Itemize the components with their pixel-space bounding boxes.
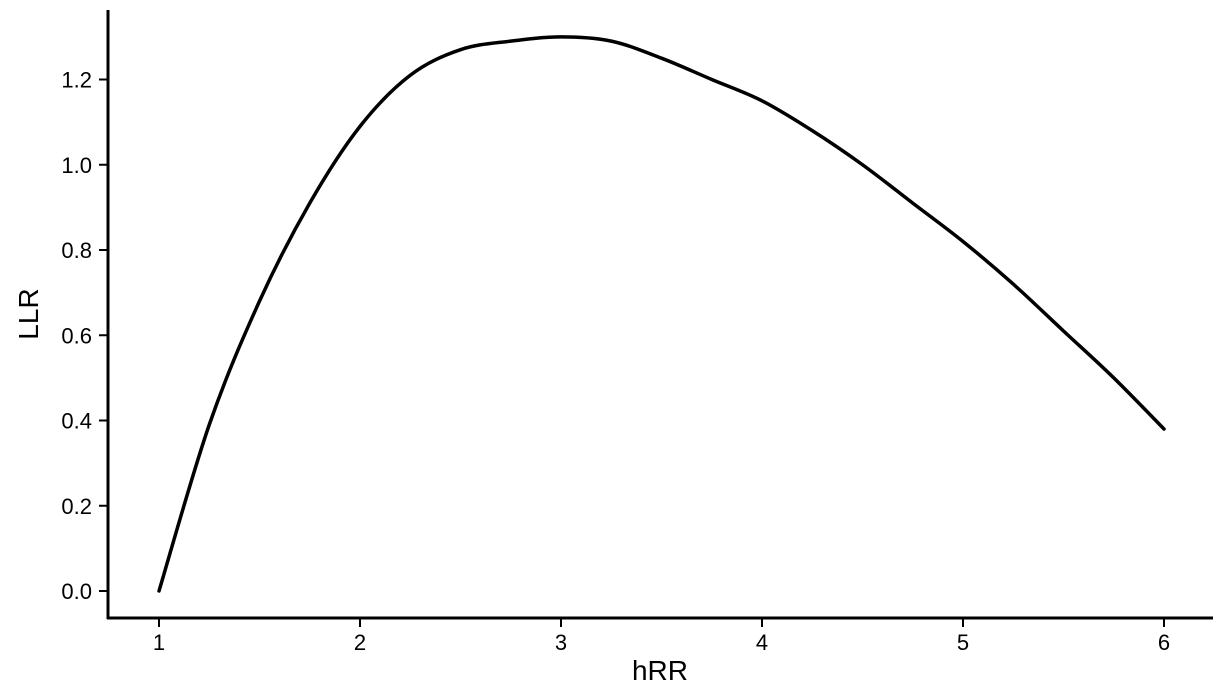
- plot-area: [157, 35, 1166, 593]
- y-axis-ticks: 0.0 0.2 0.4 0.6 0.8 1.0 1.2: [61, 68, 108, 604]
- x-tick-label: 6: [1158, 630, 1170, 655]
- y-tick-label: 0.0: [61, 579, 92, 604]
- y-tick-label: 1.2: [61, 68, 92, 93]
- y-axis-title: LLR: [13, 288, 44, 339]
- y-tick-label: 0.2: [61, 494, 92, 519]
- y-tick-label: 0.8: [61, 238, 92, 263]
- x-axis-title: hRR: [632, 655, 688, 686]
- y-axis: 0.0 0.2 0.4 0.6 0.8 1.0 1.2: [61, 10, 110, 619]
- y-tick-label: 0.6: [61, 323, 92, 348]
- x-axis-ticks: 1 2 3 4 5 6: [153, 618, 1170, 655]
- x-tick-label: 2: [354, 630, 366, 655]
- series-line: [157, 35, 1166, 593]
- x-tick-label: 5: [957, 630, 969, 655]
- x-axis: 1 2 3 4 5 6: [107, 616, 1213, 655]
- x-tick-label: 4: [756, 630, 768, 655]
- y-tick-label: 0.4: [61, 409, 92, 434]
- y-tick-label: 1.0: [61, 153, 92, 178]
- x-tick-label: 1: [153, 630, 165, 655]
- x-tick-label: 3: [555, 630, 567, 655]
